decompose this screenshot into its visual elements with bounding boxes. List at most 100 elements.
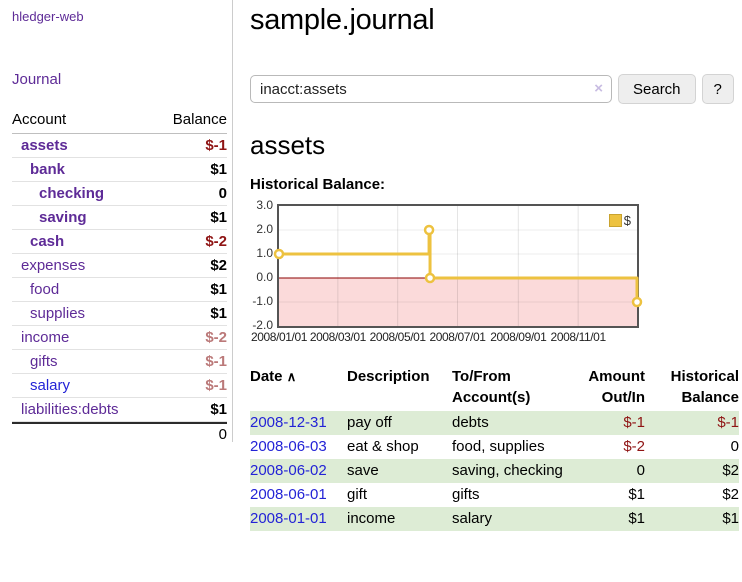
register-row: 2008-06-02 save saving, checking 0 $2 [250,459,739,483]
register-header-balance: Historical Balance [670,368,739,406]
search-button[interactable]: Search [618,74,696,104]
sidebar: hledger-web Journal Account Balance asse… [0,0,233,445]
account-link-checking[interactable]: checking [39,185,105,202]
account-link-gifts[interactable]: gifts [30,353,58,370]
account-balance: $1 [210,161,227,178]
nav-journal-link[interactable]: Journal [12,71,62,88]
register-row: 2008-06-01 gift gifts $1 $2 [250,483,739,507]
sidebar-account-row: expenses $2 [12,254,227,278]
x-axis-tick-label: 2008/09/01 [490,330,547,344]
accounts-total-value: 0 [218,426,227,443]
negative-region [279,278,637,326]
register-cell-amount: $1 [628,486,645,503]
register-cell-date: 2008-01-01 [250,507,347,531]
account-balance: 0 [218,185,227,202]
sidebar-account-row: checking 0 [12,182,227,206]
legend-swatch [608,214,622,227]
search-bar: × Search ? [250,74,742,104]
x-axis-tick-label: 2008/05/01 [369,330,426,344]
accounts-table-header: Account Balance [12,109,227,134]
register-cell-amount: $-1 [623,414,645,431]
register-cell-description: income [347,510,396,527]
data-point-marker [631,296,643,308]
sidebar-account-row: food $1 [12,278,227,302]
register-cell-amount: 0 [636,462,645,479]
register-table: Date ∧ Description To/From Account(s) Am… [250,366,739,531]
account-link-expenses[interactable]: expenses [21,257,86,274]
register-cell-amount: $1 [628,510,645,527]
register-cell-description: gift [347,486,368,503]
register-header-amount: Amount Out/In [588,368,645,406]
register-cell-balance: $2 [722,486,739,503]
register-header-date-label: Date [250,368,283,385]
main-content: sample.journal × Search ? assets Histori… [233,0,742,531]
transaction-date-link[interactable]: 2008-01-01 [250,510,327,527]
x-axis-tick-label: 2008/01/01 [250,330,308,344]
search-input-wrap: × [250,75,612,103]
register-cell-balance: $-1 [717,414,739,431]
sidebar-account-row: cash $-2 [12,230,227,254]
register-cell-date: 2008-12-31 [250,411,347,435]
accounts-header-account: Account [12,111,67,128]
account-balance: $-2 [205,233,227,250]
sidebar-account-row: gifts $-1 [12,350,227,374]
accounts-total-row: 0 [12,422,227,445]
brand-link[interactable]: hledger-web [12,9,84,24]
help-button[interactable]: ? [701,74,734,104]
chart-legend: $ [607,212,632,229]
register-cell-date: 2008-06-01 [250,483,347,507]
register-cell-balance: $1 [722,510,739,527]
accounts-rows: assets $-1 bank $1 checking 0 saving $1 cash $-2 e… [12,134,227,422]
account-balance: $1 [210,281,227,298]
register-cell-accounts: gifts [452,486,480,503]
account-link-bank[interactable]: bank [30,161,66,178]
account-link-income[interactable]: income [21,329,70,346]
account-link-supplies[interactable]: supplies [30,305,86,322]
account-balance: $-1 [205,137,227,154]
sidebar-account-row: liabilities:debts $1 [12,398,227,422]
account-link-liabilities-debts[interactable]: liabilities:debts [21,401,119,418]
clear-search-icon[interactable]: × [594,80,603,97]
sidebar-account-row: bank $1 [12,158,227,182]
x-axis-tick-label: 2008/11/01 [550,330,607,344]
page-layout: hledger-web Journal Account Balance asse… [0,0,742,531]
search-input[interactable] [250,75,612,103]
register-cell-accounts: saving, checking [452,462,563,479]
register-cell-date: 2008-06-03 [250,435,347,459]
register-header-date[interactable]: Date ∧ [250,366,347,411]
account-balance: $1 [210,209,227,226]
y-axis-tick-label: -2.0 [252,318,273,332]
chart-title: Historical Balance: [250,176,386,193]
account-balance: $1 [210,305,227,322]
account-link-saving[interactable]: saving [39,209,87,226]
sidebar-account-row: income $-2 [12,326,227,350]
transaction-date-link[interactable]: 2008-06-02 [250,462,327,479]
transaction-date-link[interactable]: 2008-12-31 [250,414,327,431]
register-header-row: Date ∧ Description To/From Account(s) Am… [250,366,739,411]
transaction-date-link[interactable]: 2008-06-03 [250,438,327,455]
register-cell-balance: $2 [722,462,739,479]
account-link-assets[interactable]: assets [21,137,68,154]
register-cell-amount: $-2 [623,438,645,455]
y-axis-tick-label: 2.0 [256,222,273,236]
accounts-table: Account Balance assets $-1 bank $1 checking 0… [12,109,227,445]
account-link-salary[interactable]: salary [30,377,71,394]
account-balance: $-1 [205,353,227,370]
transaction-date-link[interactable]: 2008-06-01 [250,486,327,503]
register-cell-description: pay off [347,414,392,431]
y-axis-tick-label: 0.0 [256,270,273,284]
register-cell-description: eat & shop [347,438,419,455]
data-point-marker [423,224,435,236]
register-cell-accounts: food, supplies [452,438,545,455]
legend-label: $ [623,213,631,228]
account-balance: $1 [210,401,227,418]
sidebar-account-row: saving $1 [12,206,227,230]
sort-ascending-icon: ∧ [286,369,297,384]
register-cell-accounts: salary [452,510,493,527]
data-point-marker [424,272,436,284]
account-link-cash[interactable]: cash [30,233,65,250]
y-axis-tick-label: 1.0 [256,246,273,260]
account-link-food[interactable]: food [30,281,60,298]
account-balance: $-1 [205,377,227,394]
account-balance: $-2 [205,329,227,346]
